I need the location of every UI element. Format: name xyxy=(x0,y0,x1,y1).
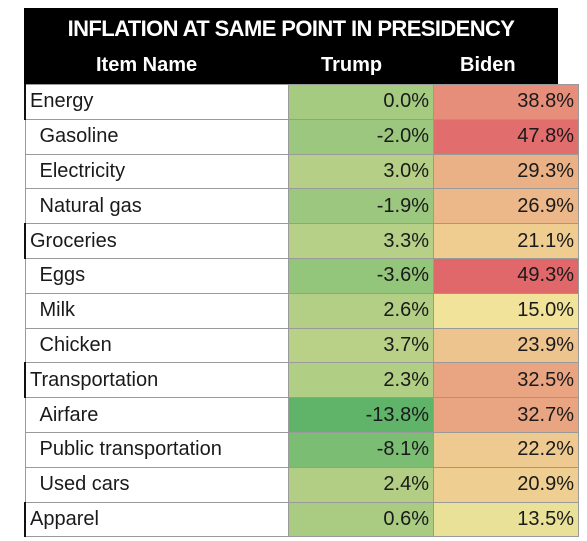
table-row: Natural gas -1.9% 26.9% xyxy=(24,188,579,225)
biden-value-cell: 23.9% xyxy=(433,327,579,364)
item-name-cell: Milk xyxy=(24,292,289,329)
table-row: Groceries 3.3% 21.1% xyxy=(24,223,579,259)
category-name-cell: Groceries xyxy=(24,223,289,259)
item-name-cell: Gasoline xyxy=(24,118,289,155)
biden-value-cell: 22.2% xyxy=(433,431,579,468)
trump-value-cell: 2.4% xyxy=(288,466,434,503)
biden-value-cell: 20.9% xyxy=(433,466,579,503)
item-name-cell: Eggs xyxy=(24,257,289,294)
biden-value-cell: 21.1% xyxy=(433,223,579,259)
trump-value-cell: 0.6% xyxy=(288,501,434,538)
table-row: Airfare -13.8% 32.7% xyxy=(24,397,579,433)
inflation-table: Energy 0.0% 38.8% Gasoline -2.0% 47.8% Electri… xyxy=(24,84,579,538)
trump-value-cell: 2.3% xyxy=(288,362,434,399)
inflation-table-figure: INFLATION AT SAME POINT IN PRESIDENCY It… xyxy=(24,8,579,538)
item-name-cell: Airfare xyxy=(24,397,289,433)
item-name-cell: Public transportation xyxy=(24,431,289,468)
trump-value-cell: 0.0% xyxy=(288,84,434,120)
trump-value-cell: -8.1% xyxy=(288,431,434,468)
trump-value-cell: 3.3% xyxy=(288,223,434,259)
item-name-cell: Natural gas xyxy=(24,188,289,225)
biden-value-cell: 32.5% xyxy=(433,362,579,399)
table-row: Electricity 3.0% 29.3% xyxy=(24,153,579,190)
table-row: Public transportation -8.1% 22.2% xyxy=(24,431,579,468)
column-header-biden: Biden xyxy=(460,54,516,76)
item-name-cell: Chicken xyxy=(24,327,289,364)
item-name-cell: Electricity xyxy=(24,153,289,190)
biden-value-cell: 49.3% xyxy=(433,257,579,294)
column-header-trump: Trump xyxy=(321,54,383,76)
biden-value-cell: 32.7% xyxy=(433,397,579,433)
biden-value-cell: 29.3% xyxy=(433,153,579,190)
biden-value-cell: 13.5% xyxy=(433,501,579,538)
column-header-item-name: Item Name xyxy=(96,54,198,76)
table-row: Energy 0.0% 38.8% xyxy=(24,84,579,120)
biden-value-cell: 15.0% xyxy=(433,292,579,329)
table-row: Milk 2.6% 15.0% xyxy=(24,292,579,329)
trump-value-cell: 2.6% xyxy=(288,292,434,329)
table-row: Used cars 2.4% 20.9% xyxy=(24,466,579,503)
table-title: INFLATION AT SAME POINT IN PRESIDENCY xyxy=(67,16,515,41)
biden-value-cell: 38.8% xyxy=(433,84,579,120)
trump-value-cell: -3.6% xyxy=(288,257,434,294)
biden-value-cell: 26.9% xyxy=(433,188,579,225)
table-body: Energy 0.0% 38.8% Gasoline -2.0% 47.8% Electri… xyxy=(24,84,579,538)
category-name-cell: Transportation xyxy=(24,362,289,399)
biden-value-cell: 47.8% xyxy=(433,118,579,155)
table-row: Eggs -3.6% 49.3% xyxy=(24,257,579,294)
table-row: Chicken 3.7% 23.9% xyxy=(24,327,579,364)
table-row: Transportation 2.3% 32.5% xyxy=(24,362,579,399)
trump-value-cell: -2.0% xyxy=(288,118,434,155)
trump-value-cell: 3.0% xyxy=(288,153,434,190)
trump-value-cell: -1.9% xyxy=(288,188,434,225)
trump-value-cell: 3.7% xyxy=(288,327,434,364)
table-row: Gasoline -2.0% 47.8% xyxy=(24,118,579,155)
item-name-cell: Used cars xyxy=(24,466,289,503)
category-name-cell: Energy xyxy=(24,84,289,120)
table-row: Apparel 0.6% 13.5% xyxy=(24,501,579,538)
category-name-cell: Apparel xyxy=(24,501,289,538)
trump-value-cell: -13.8% xyxy=(288,397,434,433)
table-header: INFLATION AT SAME POINT IN PRESIDENCY It… xyxy=(24,8,558,84)
